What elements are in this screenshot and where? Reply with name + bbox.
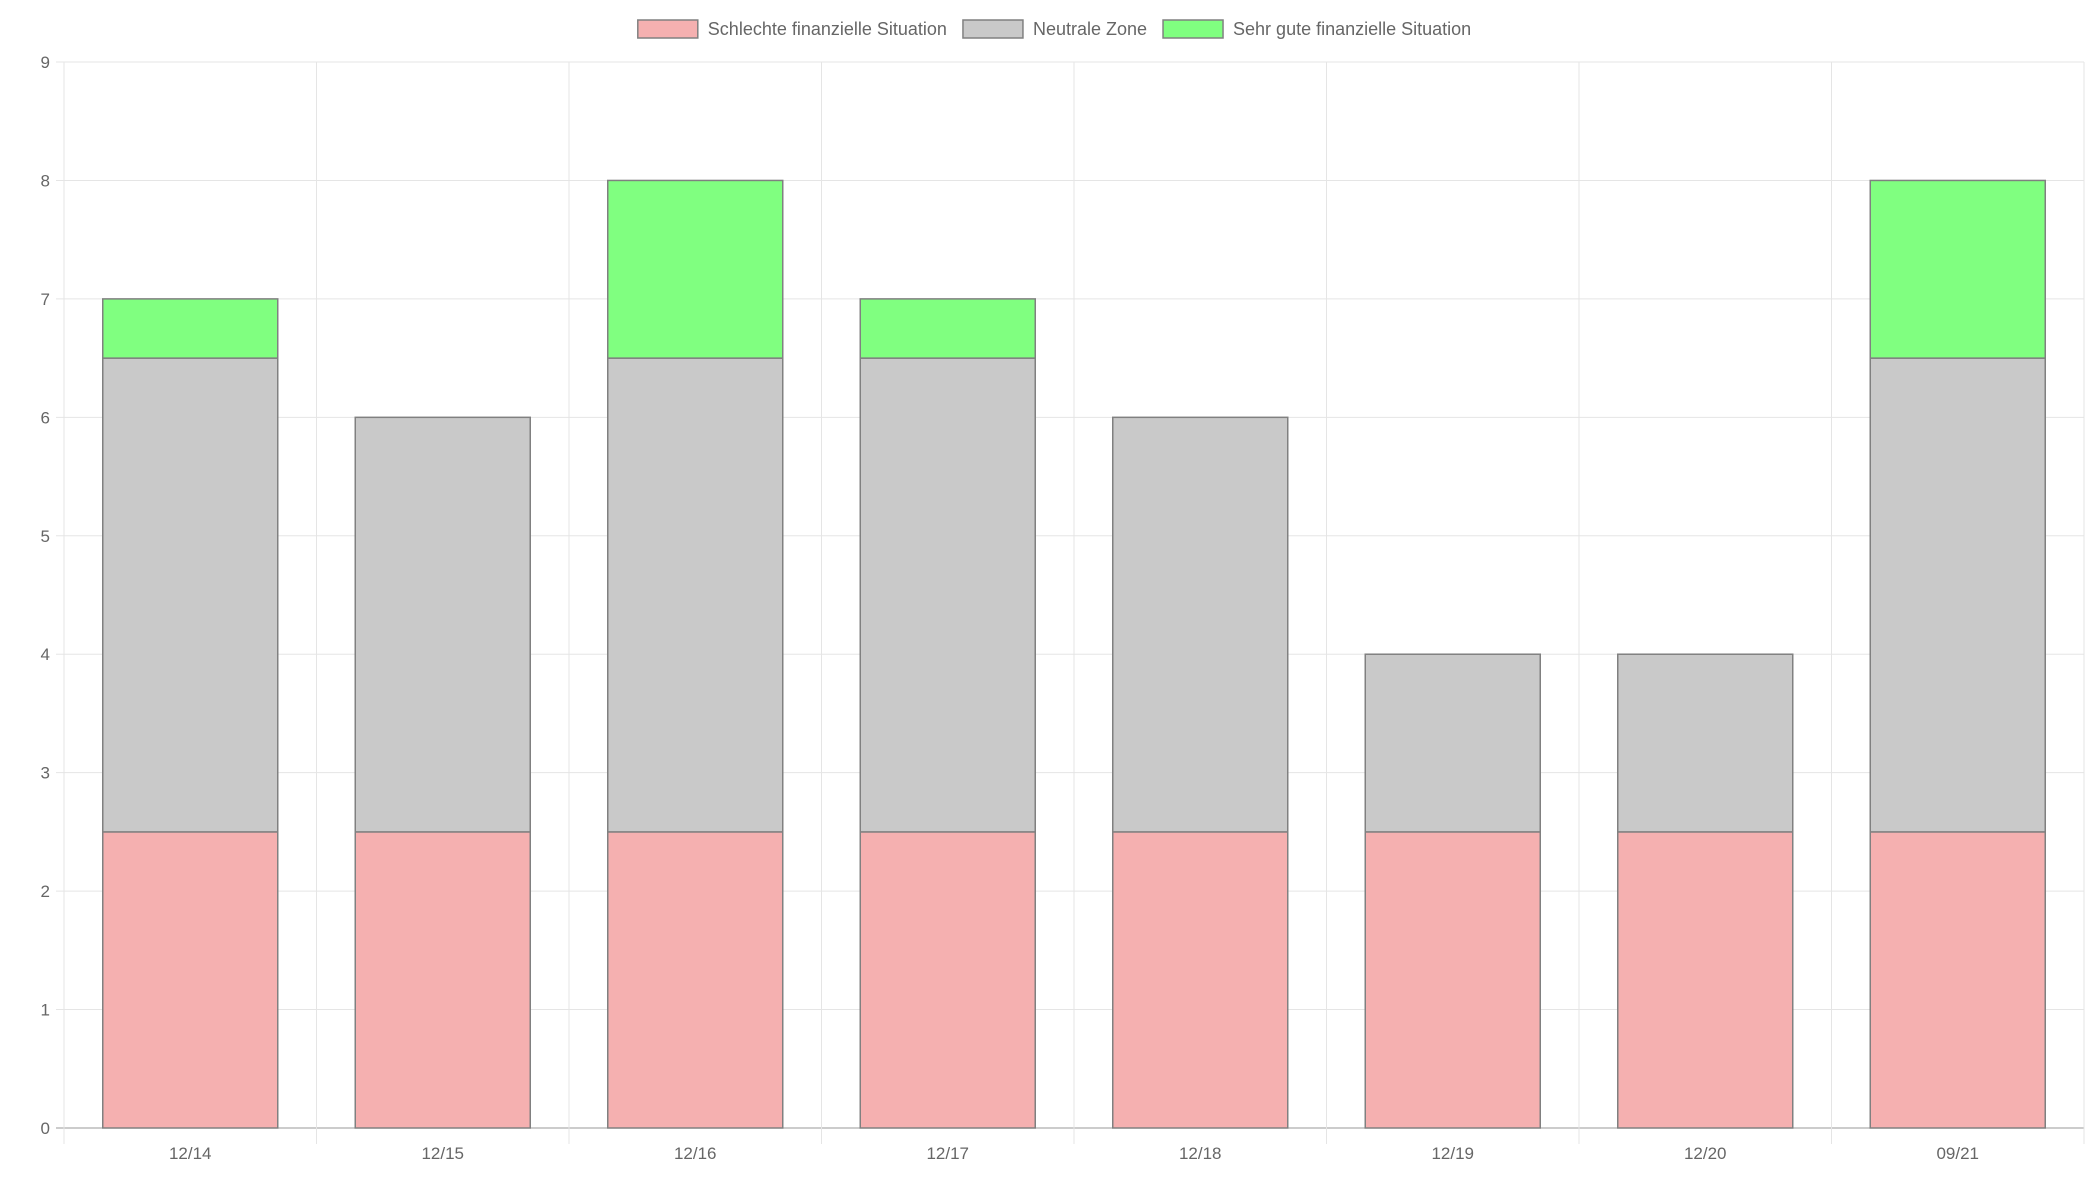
legend[interactable]: Schlechte finanzielle Situation Neutrale … bbox=[637, 19, 1471, 39]
bar-segment-2-12-15[interactable] bbox=[354, 416, 531, 833]
y-tick-label: 0 bbox=[41, 1119, 50, 1138]
legend-swatch bbox=[962, 19, 1024, 39]
x-tick-label: 12/19 bbox=[1431, 1144, 1474, 1163]
bar-segment-3-09-21[interactable] bbox=[1869, 179, 2046, 359]
legend-swatch bbox=[1162, 19, 1224, 39]
y-tick-label: 1 bbox=[41, 1001, 50, 1020]
legend-label: Sehr gute finanzielle Situation bbox=[1233, 19, 1471, 39]
y-tick-label: 7 bbox=[41, 290, 50, 309]
y-tick-label: 6 bbox=[41, 408, 50, 427]
bar-segment-1-12-17[interactable] bbox=[859, 831, 1036, 1129]
x-tick-label: 12/20 bbox=[1684, 1144, 1727, 1163]
x-tick-label: 12/16 bbox=[674, 1144, 717, 1163]
legend-label: Neutrale Zone bbox=[1033, 19, 1147, 39]
x-tick-label: 12/17 bbox=[926, 1144, 969, 1163]
x-tick-label: 09/21 bbox=[1936, 1144, 1979, 1163]
bar-segment-2-09-21[interactable] bbox=[1869, 357, 2046, 833]
axis-layer: 0 1 2 3 4 5 6 7 8 9 12/14 12/15 12/16 12/17 12/18 12/19… bbox=[41, 53, 1979, 1163]
legend-item-3[interactable]: Sehr gute finanzielle Situation bbox=[1162, 19, 1471, 39]
bar-segment-2-12-19[interactable] bbox=[1364, 653, 1541, 833]
x-tick-label: 12/14 bbox=[169, 1144, 212, 1163]
bar-segment-3-12-14[interactable] bbox=[102, 298, 279, 359]
legend-item-2[interactable]: Neutrale Zone bbox=[962, 19, 1147, 39]
bar-segment-3-12-16[interactable] bbox=[607, 179, 784, 359]
bar-segment-1-12-15[interactable] bbox=[354, 831, 531, 1129]
x-tick-label: 12/15 bbox=[421, 1144, 464, 1163]
bar-segment-2-12-17[interactable] bbox=[859, 357, 1036, 833]
bar-segment-1-12-18[interactable] bbox=[1112, 831, 1289, 1129]
legend-item-1[interactable]: Schlechte finanzielle Situation bbox=[637, 19, 947, 39]
y-tick-label: 2 bbox=[41, 882, 50, 901]
bar-segment-1-12-16[interactable] bbox=[607, 831, 784, 1129]
bar-segment-1-12-20[interactable] bbox=[1617, 831, 1794, 1129]
bar-segment-2-12-18[interactable] bbox=[1112, 416, 1289, 833]
y-tick-label: 9 bbox=[41, 53, 50, 72]
y-tick-label: 4 bbox=[41, 645, 50, 664]
y-tick-label: 3 bbox=[41, 764, 50, 783]
bar-segment-1-09-21[interactable] bbox=[1869, 831, 2046, 1129]
y-tick-label: 5 bbox=[41, 527, 50, 546]
bar-segment-2-12-16[interactable] bbox=[607, 357, 784, 833]
bar-segment-3-12-17[interactable] bbox=[859, 298, 1036, 359]
bar-segment-2-12-14[interactable] bbox=[102, 357, 279, 833]
legend-swatch bbox=[637, 19, 699, 39]
y-tick-label: 8 bbox=[41, 171, 50, 190]
x-tick-label: 12/18 bbox=[1179, 1144, 1222, 1163]
bar-segment-1-12-19[interactable] bbox=[1364, 831, 1541, 1129]
bar-segment-2-12-20[interactable] bbox=[1617, 653, 1794, 833]
bar-segment-1-12-14[interactable] bbox=[102, 831, 279, 1129]
bars-layer bbox=[102, 179, 2046, 1129]
legend-label: Schlechte finanzielle Situation bbox=[708, 19, 947, 39]
